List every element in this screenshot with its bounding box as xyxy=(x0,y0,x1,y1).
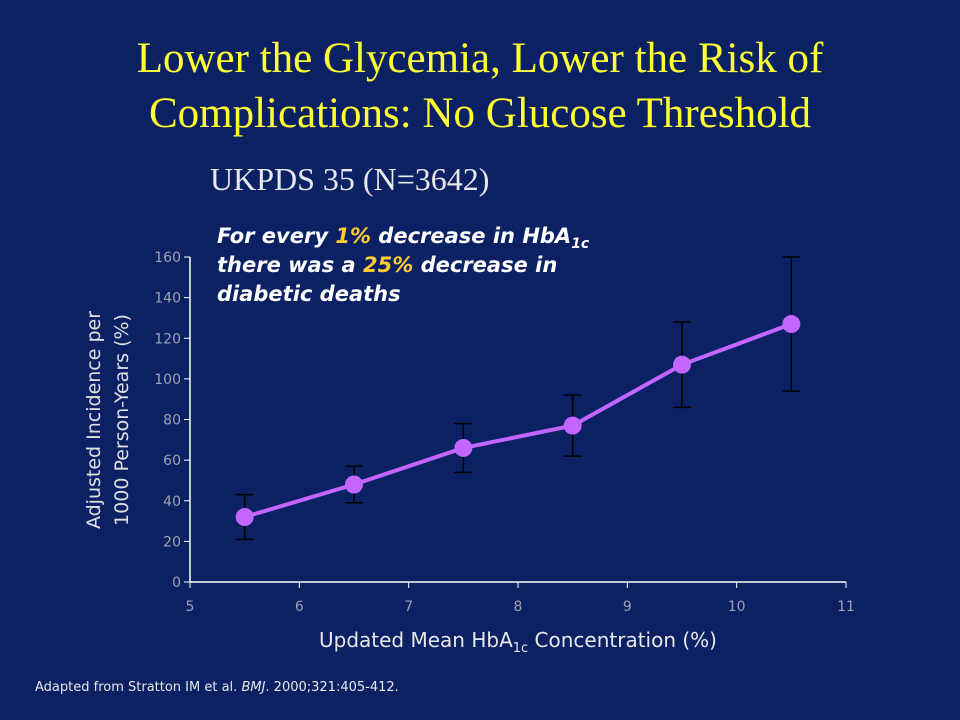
subscript: 1c xyxy=(513,641,528,656)
text: BMJ xyxy=(241,680,265,695)
plot: 0 20 40 60 80 100 120 140 160 5 6 7 8 9 10 11 xyxy=(154,250,855,615)
y-tick-label: 80 xyxy=(163,413,181,429)
data-point xyxy=(235,508,254,526)
highlight: 25% xyxy=(363,253,413,277)
x-axis-label: Updated Mean HbA1c Concentration (%) xyxy=(319,628,717,656)
y-tick-label: 140 xyxy=(154,291,181,307)
footnote: Adapted from Stratton IM et al. BMJ. 200… xyxy=(35,680,399,695)
y-axis-label: Adjusted Incidence per 1000 Person-Years… xyxy=(83,311,133,529)
x-tick-label: 9 xyxy=(623,599,632,615)
title-line: Complications: No Glucose Threshold xyxy=(149,90,811,137)
x-tick-label: 5 xyxy=(186,599,195,615)
y-tick-label: 60 xyxy=(163,453,181,469)
y-tick-label: 120 xyxy=(154,331,181,347)
text: there was a xyxy=(217,253,363,277)
subscript: 1c xyxy=(571,236,590,252)
annotation-line: For every 1% decrease in HbA1c xyxy=(217,224,590,252)
text: decrease in xyxy=(413,253,557,277)
x-tick-label: 6 xyxy=(295,599,304,615)
series-line xyxy=(244,322,793,519)
y-label-line: 1000 Person-Years (%) xyxy=(111,314,133,526)
y-label-line: Adjusted Incidence per xyxy=(83,311,105,529)
x-tick-label: 7 xyxy=(404,599,413,615)
data-point xyxy=(345,475,363,494)
text: Concentration (%) xyxy=(528,628,717,652)
text: Updated Mean HbA xyxy=(319,628,513,652)
text: decrease in HbA xyxy=(371,224,571,248)
data-point xyxy=(454,438,473,457)
data-point xyxy=(782,315,801,334)
highlight: 1% xyxy=(335,224,371,248)
annotation: For every 1% decrease in HbA1c there was… xyxy=(217,224,590,306)
x-tick-label: 10 xyxy=(728,599,746,615)
data-point xyxy=(673,355,691,374)
x-tick-label: 8 xyxy=(514,599,523,615)
y-tick-label: 160 xyxy=(154,250,181,266)
subtitle: UKPDS 35 (N=3642) xyxy=(210,161,489,197)
text: . 2000;321:405-412. xyxy=(265,680,398,695)
y-tick-label: 0 xyxy=(172,575,181,591)
annotation-line: diabetic deaths xyxy=(217,282,401,306)
text: Adapted from Stratton IM et al. xyxy=(35,680,241,695)
y-tick-label: 40 xyxy=(163,494,181,510)
y-tick-label: 100 xyxy=(154,372,181,388)
title-line: Lower the Glycemia, Lower the Risk of xyxy=(137,35,824,82)
text: For every xyxy=(217,224,335,248)
x-tick-label: 11 xyxy=(837,599,855,615)
data-point xyxy=(563,416,582,435)
y-tick-label: 20 xyxy=(163,534,181,550)
annotation-line: there was a 25% decrease in xyxy=(217,253,557,277)
